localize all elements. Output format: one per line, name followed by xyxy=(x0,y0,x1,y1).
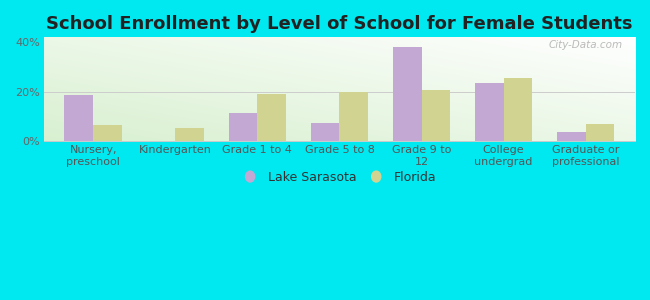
Bar xyxy=(393,47,422,141)
Bar xyxy=(504,78,532,141)
Bar xyxy=(311,123,339,141)
Bar xyxy=(257,94,286,141)
Title: School Enrollment by Level of School for Female Students: School Enrollment by Level of School for… xyxy=(46,15,632,33)
Bar xyxy=(229,113,257,141)
Bar xyxy=(475,83,504,141)
Text: City-Data.com: City-Data.com xyxy=(549,40,623,50)
Bar xyxy=(176,128,204,141)
Bar xyxy=(586,124,614,141)
Bar xyxy=(339,92,368,141)
Legend: Lake Sarasota, Florida: Lake Sarasota, Florida xyxy=(238,166,441,189)
Bar xyxy=(422,91,450,141)
Bar xyxy=(64,95,93,141)
Bar xyxy=(557,133,586,141)
Bar xyxy=(93,125,122,141)
